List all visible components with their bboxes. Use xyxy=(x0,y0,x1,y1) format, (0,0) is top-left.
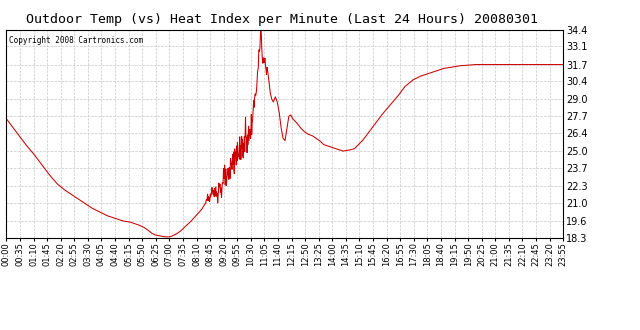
Text: Outdoor Temp (vs) Heat Index per Minute (Last 24 Hours) 20080301: Outdoor Temp (vs) Heat Index per Minute … xyxy=(26,13,538,26)
Text: Copyright 2008 Cartronics.com: Copyright 2008 Cartronics.com xyxy=(9,36,143,45)
